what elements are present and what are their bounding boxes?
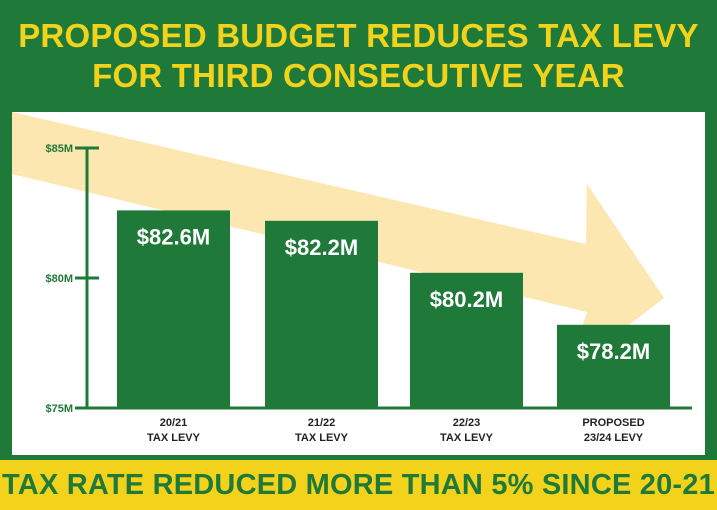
x-category-label: 20/21 (160, 417, 188, 429)
x-category-label: TAX LEVY (440, 432, 494, 444)
y-tick-label: $85M (45, 143, 73, 155)
x-category-label: 21/22 (308, 417, 336, 429)
x-category-label: 23/24 LEVY (584, 432, 644, 444)
bar-chart: $85M $80M $75M $82.6M $82.2M $80.2M $78.2M 20… (12, 112, 692, 444)
bar-value-label: $80.2M (430, 287, 503, 312)
y-tick-label: $80M (45, 273, 73, 285)
x-category-label: 22/23 (453, 417, 481, 429)
x-category-label: PROPOSED (582, 417, 644, 429)
title-line-2: FOR THIRD CONSECUTIVE YEAR (92, 57, 625, 94)
x-category-label: TAX LEVY (147, 432, 201, 444)
title-line-1: PROPOSED BUDGET REDUCES TAX LEVY (18, 17, 699, 54)
bar (265, 220, 378, 408)
header-banner: PROPOSED BUDGET REDUCES TAX LEVY FOR THI… (0, 0, 717, 112)
bar (410, 272, 523, 408)
chart-panel: $85M $80M $75M $82.6M $82.2M $80.2M $78.2M 20… (12, 112, 705, 455)
bar (557, 324, 670, 408)
x-category-label: TAX LEVY (295, 432, 349, 444)
bar-value-label: $78.2M (577, 339, 650, 364)
y-tick-label: $75M (45, 403, 73, 415)
footer-text: TAX RATE REDUCED MORE THAN 5% SINCE 20-2… (2, 468, 715, 501)
bar (117, 210, 230, 408)
bar-value-label: $82.2M (285, 235, 358, 260)
footer-banner: TAX RATE REDUCED MORE THAN 5% SINCE 20-2… (0, 460, 717, 510)
bar-value-label: $82.6M (137, 224, 210, 249)
